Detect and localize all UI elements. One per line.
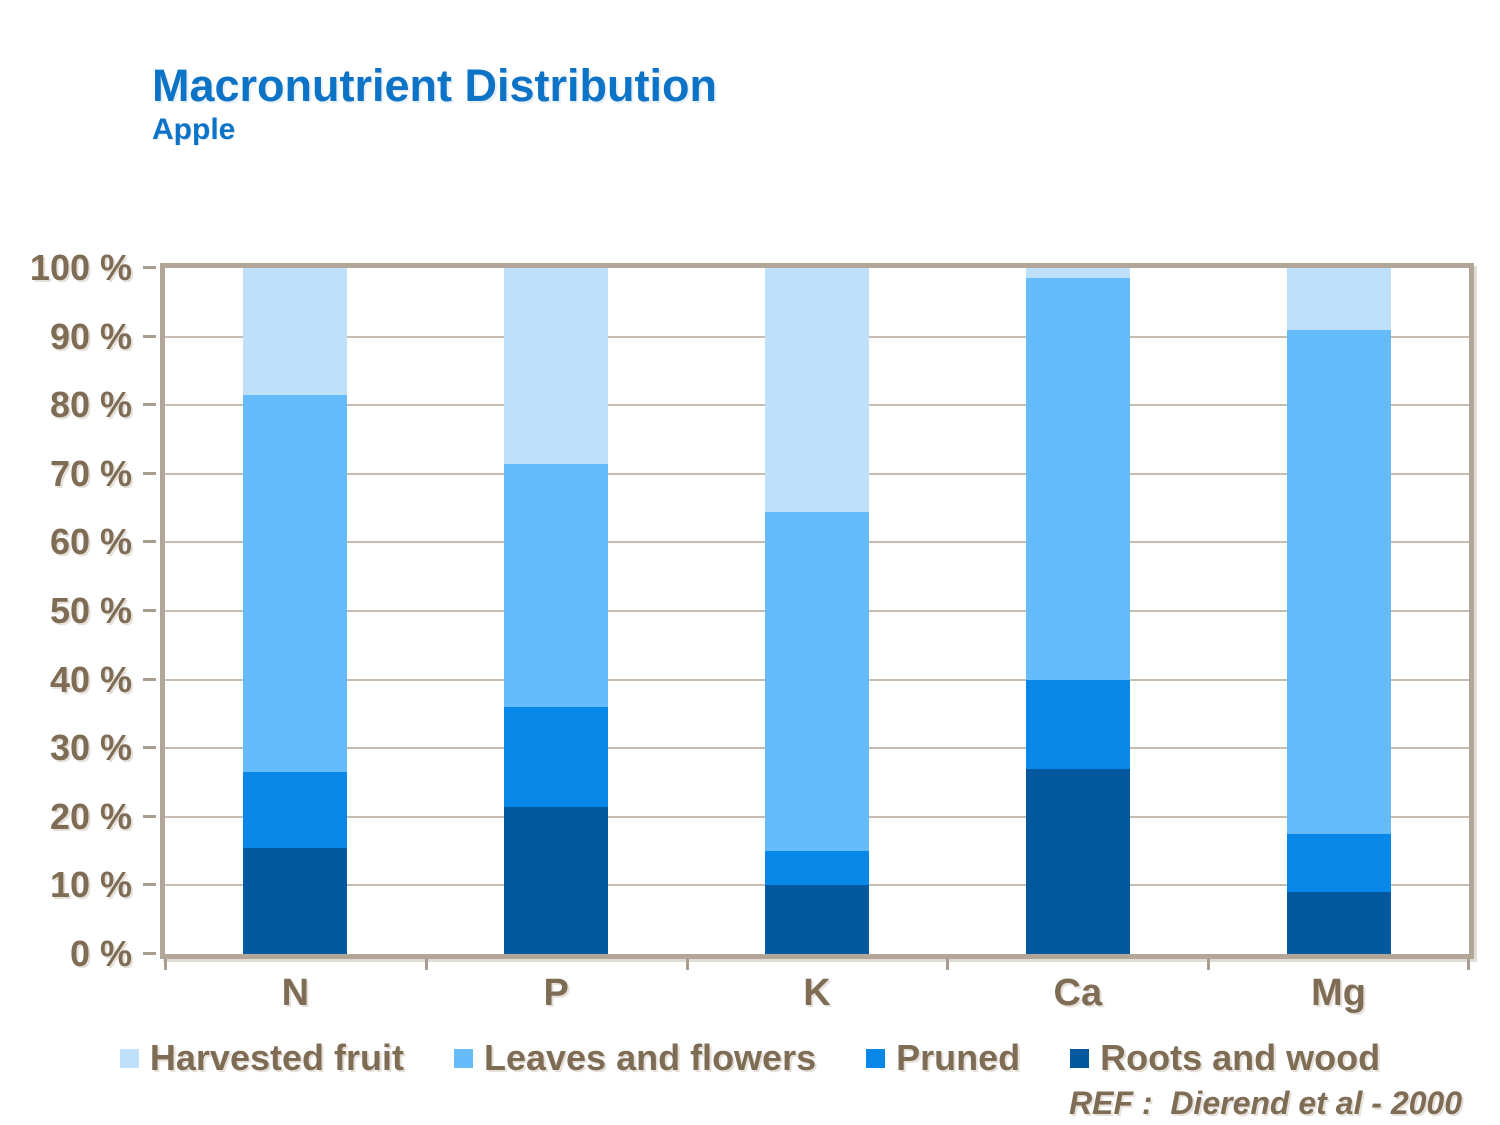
y-tick bbox=[143, 266, 156, 269]
legend: Harvested fruit Leaves and flowers Pruned R… bbox=[0, 1038, 1500, 1078]
legend-swatch-icon bbox=[453, 1048, 473, 1068]
y-tick-label: 40 % bbox=[49, 658, 132, 700]
legend-label: Pruned bbox=[896, 1037, 1021, 1078]
bar-segment-Mg-roots-and-wood bbox=[1286, 892, 1391, 954]
y-tick bbox=[143, 746, 156, 750]
bar-Mg bbox=[1286, 268, 1391, 954]
bar-segment-N-pruned bbox=[243, 772, 348, 848]
bar-segment-N-leaves-and-flowers bbox=[243, 394, 348, 773]
bar-Ca bbox=[1025, 268, 1130, 954]
y-tick bbox=[143, 334, 156, 338]
bar-segment-K-leaves-and-flowers bbox=[765, 511, 869, 852]
x-tick bbox=[946, 959, 950, 970]
x-category-label: P bbox=[543, 972, 569, 1014]
bar-segment-P-harvested-fruit bbox=[504, 268, 609, 464]
legend-label: Leaves and flowers bbox=[483, 1037, 817, 1078]
bar-segment-K-roots-and-wood bbox=[765, 885, 869, 954]
bar-segment-N-roots-and-wood bbox=[243, 847, 348, 954]
x-tick bbox=[1467, 959, 1470, 970]
y-tick-label: 0 % bbox=[69, 933, 132, 974]
bar-segment-Mg-harvested-fruit bbox=[1286, 268, 1391, 330]
x-category-label: Mg bbox=[1311, 972, 1367, 1014]
y-tick-label: 80 % bbox=[49, 384, 132, 426]
x-tick bbox=[164, 959, 167, 970]
x-category-label: K bbox=[803, 972, 831, 1014]
y-tick bbox=[143, 814, 156, 818]
y-tick-label: 50 % bbox=[49, 590, 132, 631]
reference-note: REF : Dierend et al - 2000 bbox=[1068, 1085, 1462, 1121]
bar-segment-P-pruned bbox=[504, 707, 609, 807]
y-tick bbox=[143, 883, 156, 887]
legend-item-pruned: Pruned bbox=[866, 1038, 1020, 1078]
y-tick bbox=[143, 609, 156, 612]
bar-segment-Ca-harvested-fruit bbox=[1025, 268, 1130, 279]
y-tick-label: 70 % bbox=[49, 452, 132, 494]
bar-segment-K-pruned bbox=[765, 851, 869, 886]
legend-label: Harvested fruit bbox=[149, 1037, 404, 1078]
legend-item-leaves-and-flowers: Leaves and flowers bbox=[453, 1037, 817, 1078]
x-category-label: Ca bbox=[1053, 972, 1103, 1014]
bar-segment-P-roots-and-wood bbox=[504, 806, 609, 954]
bar-N bbox=[243, 268, 348, 954]
plot-inner bbox=[165, 268, 1469, 954]
bar-segment-Mg-pruned bbox=[1286, 833, 1391, 893]
legend-swatch-icon bbox=[866, 1048, 886, 1068]
x-tick bbox=[1207, 959, 1211, 970]
bar-segment-K-harvested-fruit bbox=[765, 268, 869, 512]
bar-segment-Mg-leaves-and-flowers bbox=[1286, 329, 1391, 834]
page-subtitle: Apple bbox=[152, 113, 236, 146]
plot-area bbox=[160, 263, 1474, 959]
y-tick-label: 10 % bbox=[49, 864, 132, 906]
legend-swatch-icon bbox=[119, 1048, 139, 1068]
y-tick bbox=[143, 677, 156, 681]
bar-P bbox=[504, 268, 609, 954]
bar-segment-P-leaves-and-flowers bbox=[504, 463, 609, 708]
y-tick bbox=[143, 471, 156, 475]
bar-segment-Ca-pruned bbox=[1025, 679, 1130, 769]
x-tick bbox=[424, 959, 428, 970]
bar-segment-Ca-leaves-and-flowers bbox=[1025, 278, 1130, 680]
x-tick bbox=[685, 959, 689, 970]
y-tick bbox=[143, 403, 156, 407]
legend-label: Roots and wood bbox=[1100, 1037, 1381, 1078]
bar-segment-Ca-roots-and-wood bbox=[1025, 768, 1130, 954]
bar-K bbox=[765, 268, 869, 954]
x-category-label: N bbox=[281, 972, 310, 1014]
page-title: Macronutrient Distribution bbox=[152, 60, 717, 111]
y-tick-label: 20 % bbox=[49, 795, 132, 837]
legend-swatch-icon bbox=[1070, 1048, 1090, 1068]
legend-item-harvested-fruit: Harvested fruit bbox=[119, 1037, 404, 1078]
bar-segment-N-harvested-fruit bbox=[243, 268, 348, 395]
legend-item-roots-and-wood: Roots and wood bbox=[1070, 1038, 1380, 1078]
y-tick bbox=[143, 952, 156, 955]
y-tick bbox=[143, 540, 156, 544]
y-tick-label: 60 % bbox=[49, 521, 132, 563]
y-tick-label: 100 % bbox=[29, 247, 132, 288]
y-tick-label: 30 % bbox=[49, 727, 132, 769]
y-tick-label: 90 % bbox=[49, 315, 132, 357]
